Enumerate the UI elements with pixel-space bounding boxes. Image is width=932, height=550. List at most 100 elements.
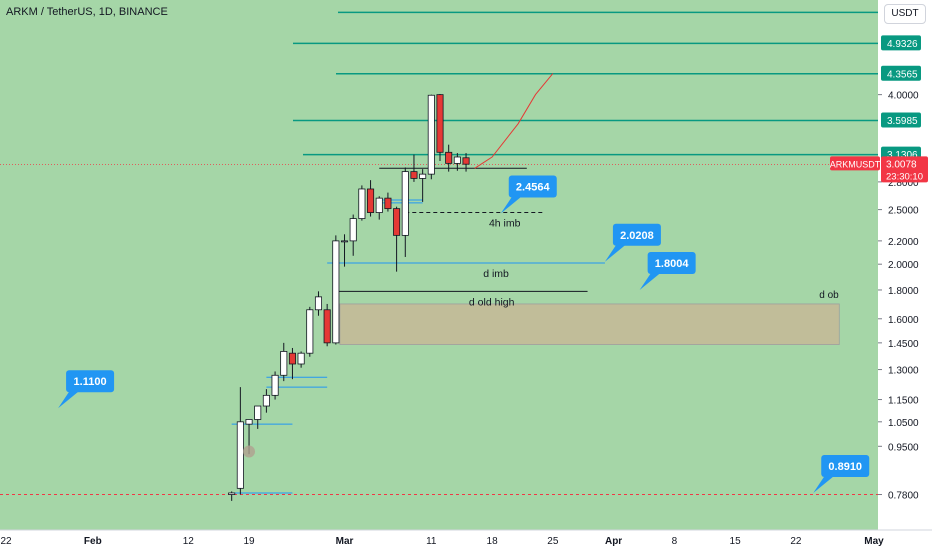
line-label: d imb [483, 268, 509, 280]
candle [393, 206, 401, 272]
candle-body [393, 208, 401, 236]
candle-body [236, 421, 244, 489]
candle-body [254, 405, 262, 420]
candle-body [314, 296, 323, 311]
level-badge-label: 3.5985 [887, 116, 918, 127]
level-badge-label: 3.1306 [887, 150, 918, 161]
callout-label: 1.1100 [74, 376, 107, 388]
candle [332, 235, 340, 345]
candle [436, 94, 444, 161]
y-tick-label: 0.7800 [888, 491, 919, 502]
y-axis: 4.0000 2.8000 2.5000 2.2000 2.0000 1.8000 1.60… [830, 35, 928, 502]
x-tick-label: 8 [672, 536, 678, 547]
y-tick-label: 1.6000 [888, 315, 919, 326]
x-tick-label: 15 [730, 536, 742, 547]
candle [340, 234, 349, 267]
x-tick-label: Mar [336, 536, 354, 547]
x-tick-label: Apr [605, 536, 622, 547]
callout-pointer [500, 195, 523, 214]
x-tick-label: 25 [547, 536, 559, 547]
price-callout: 2.4564 [500, 175, 557, 214]
line-label: d old high [469, 296, 515, 308]
callout-label: 2.0208 [620, 230, 654, 242]
y-tick-label: 1.3000 [888, 366, 919, 377]
ticker-tag-bg [830, 156, 880, 171]
candle-body [340, 240, 349, 243]
candle-body [436, 94, 444, 153]
candle-body [280, 351, 288, 376]
candle [462, 153, 470, 172]
time-scale[interactable] [0, 530, 932, 550]
callout-pointer [58, 390, 81, 409]
level-badge-label: 4.3565 [887, 69, 918, 80]
y-tick-label: 2.5000 [888, 206, 919, 217]
y-tick-label: 1.0500 [888, 418, 919, 429]
callout-pointer [813, 474, 836, 493]
candle-body [271, 374, 279, 396]
callout-box [508, 175, 557, 198]
level-badge: 4.3565 [881, 65, 921, 81]
candle-body [384, 197, 392, 210]
price-scale[interactable] [878, 0, 932, 530]
candle-body [332, 240, 340, 344]
callout-label: 0.8910 [828, 461, 862, 473]
callout-label: 1.8004 [655, 258, 690, 270]
x-tick-label: May [864, 536, 884, 547]
candle-body [306, 309, 314, 354]
candle-body [375, 197, 383, 213]
y-tick-label: 1.8000 [888, 286, 919, 297]
price-tag-bg [881, 156, 928, 183]
candle [306, 306, 314, 357]
candle-body [367, 188, 375, 213]
chart-area[interactable] [0, 0, 878, 530]
candle [419, 169, 427, 202]
candle [323, 303, 331, 347]
candle [427, 94, 435, 180]
callout-label: 2.4564 [516, 182, 551, 194]
x-tick-label: 22 [0, 536, 12, 547]
chart-title: ARKM / TetherUS, 1D, BINANCE [6, 6, 168, 18]
candle-body [427, 94, 435, 175]
price-callout: 0.8910 [813, 454, 870, 493]
price-callout: 1.8004 [639, 251, 696, 290]
y-tick-label: 0.9500 [888, 442, 919, 453]
callout-pointer [639, 271, 662, 290]
candle [228, 491, 236, 501]
marker-dot [243, 445, 256, 458]
callout-pointer [604, 243, 627, 262]
y-tick-label: 2.8000 [888, 178, 919, 189]
x-tick-label: 18 [487, 536, 499, 547]
candle [367, 180, 375, 217]
x-tick-label: 11 [426, 536, 437, 547]
candle-body [410, 171, 418, 179]
candle [262, 389, 270, 413]
candle-body [401, 171, 409, 236]
candle [288, 347, 296, 380]
candle [349, 214, 357, 256]
candle [401, 167, 409, 257]
currency-button[interactable]: USDT [884, 4, 926, 24]
x-axis: 22 Feb 12 19 Mar 11 18 25 Apr 8 15 22 May [0, 529, 932, 547]
candle [314, 291, 323, 316]
level-badge-bg [881, 112, 921, 128]
level-badge: 4.9326 [881, 35, 921, 51]
x-tick-label: 12 [183, 536, 195, 547]
callout-box [821, 454, 870, 477]
y-tick-label: 2.2000 [888, 237, 919, 248]
candle-body [245, 419, 253, 425]
zone-label: d ob [819, 290, 839, 301]
candle [445, 144, 453, 172]
x-tick-label: 19 [243, 536, 255, 547]
candle [453, 153, 461, 171]
y-tick-label: 2.0000 [888, 260, 919, 271]
candle [236, 387, 244, 495]
candle-body [453, 156, 461, 164]
candle-body [349, 218, 357, 242]
plot-layer: d ob 4h imb d imb d old high 2.4564 2.0208 1.8… [0, 11, 878, 501]
callout-box [647, 251, 696, 274]
ticker-tag-label: ARKMUSDT [830, 159, 881, 169]
level-badge-bg [881, 35, 921, 51]
candle-body [288, 352, 296, 365]
